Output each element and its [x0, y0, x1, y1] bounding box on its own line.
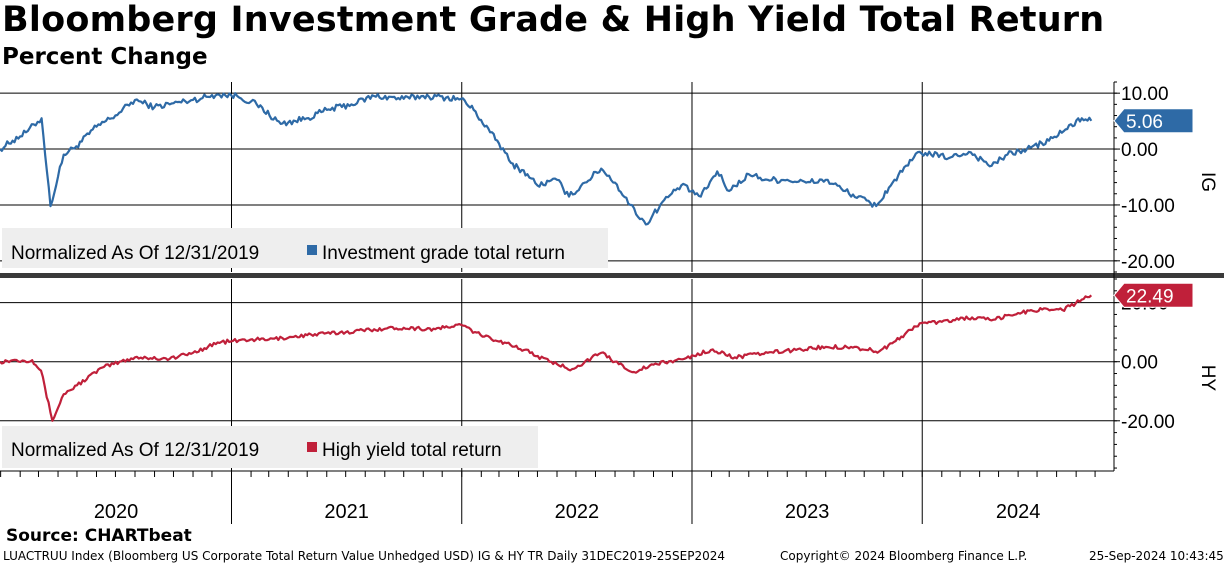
timestamp: 25-Sep-2024 10:43:45: [1089, 549, 1224, 563]
chart-subtitle: Percent Change: [2, 44, 208, 70]
ig-last-value: 5.06: [1126, 112, 1163, 133]
ig-legend-entry: Investment grade total return: [322, 243, 565, 264]
ig-axis-label: IG: [1197, 172, 1218, 192]
hy-legend-swatch: [307, 442, 317, 452]
copyright: Copyright© 2024 Bloomberg Finance L.P.: [780, 549, 1028, 563]
ig-last-value-tag: 5.06: [1113, 108, 1194, 134]
source-note: Source: CHARTbeat: [6, 526, 192, 546]
chart-title: Bloomberg Investment Grade & High Yield …: [2, 0, 1105, 40]
hy-legend-box: [2, 426, 538, 468]
x-tick-label: 2023: [785, 501, 830, 523]
ig-legend-box: [2, 228, 608, 268]
x-tick-label: 2020: [94, 501, 139, 523]
hy-last-value: 22.49: [1126, 286, 1174, 307]
x-tick-label: 2022: [555, 501, 600, 523]
y-tick-label: -20.00: [1121, 252, 1175, 273]
index-info: LUACTRUU Index (Bloomberg US Corporate T…: [3, 549, 725, 563]
series-lines: [0, 92, 1093, 422]
x-tick-label: 2021: [324, 501, 369, 523]
ig-series-line: [0, 92, 1093, 226]
x-tick-label: 2024: [996, 501, 1041, 523]
ig-legend-note: Normalized As Of 12/31/2019: [11, 243, 259, 264]
ig-legend-swatch: [307, 245, 317, 255]
hy-legend-note: Normalized As Of 12/31/2019: [11, 440, 259, 461]
hy-last-value-tag: 22.49: [1113, 282, 1194, 308]
hy-axis-label: HY: [1197, 365, 1218, 392]
y-tick-label: 0.00: [1121, 353, 1158, 374]
hy-series-line: [0, 294, 1093, 422]
y-tick-label: 10.00: [1121, 84, 1169, 105]
y-tick-label: 0.00: [1121, 140, 1158, 161]
axis-ticks: 2020 2021 2022 2023 2024 10.00 0.00 -10.00 -20.0…: [0, 81, 1175, 523]
y-tick-label: -20.00: [1121, 412, 1175, 433]
hy-legend-entry: High yield total return: [322, 440, 502, 461]
panel-divider[interactable]: [0, 273, 1224, 278]
y-tick-label: -10.00: [1121, 196, 1175, 217]
